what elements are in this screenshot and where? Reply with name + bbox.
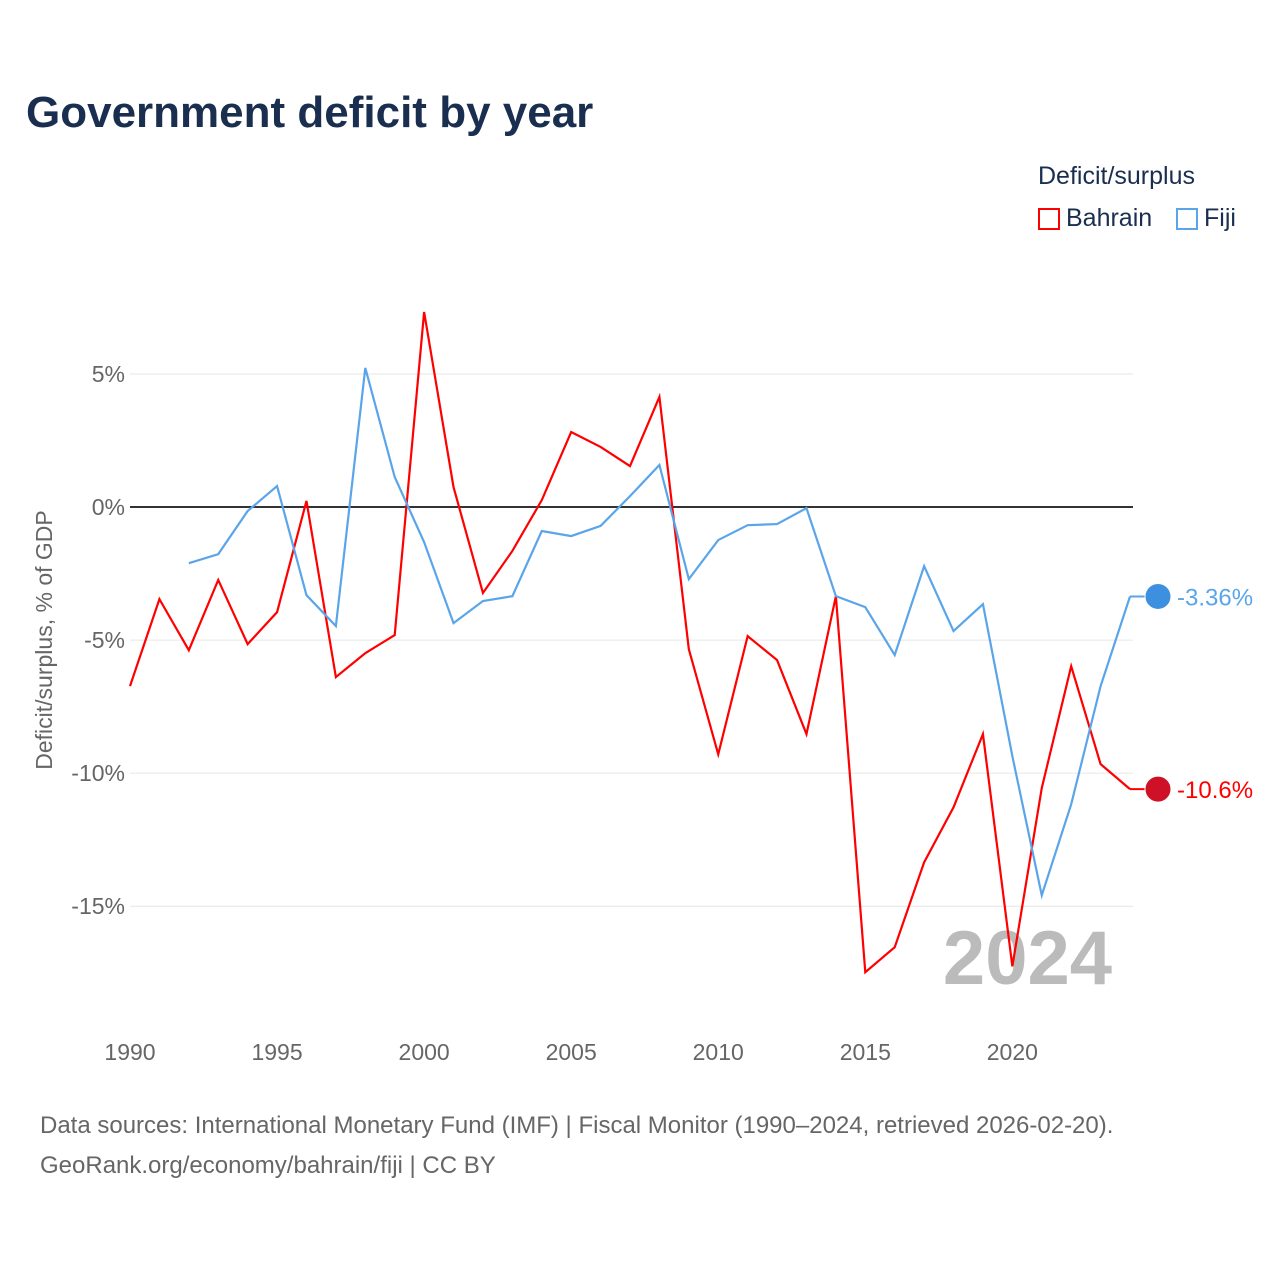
end-value-label: -10.6% [1177,777,1253,804]
series-line-fiji [188,367,1132,900]
y-tick-label: -10% [71,760,125,786]
x-tick-label: 1995 [251,1039,302,1065]
x-tick-label: 2005 [546,1039,597,1065]
legend-swatch [1176,207,1198,230]
legend-item-bahrain[interactable]: Bahrain [1038,204,1152,233]
x-tick-label: 2020 [987,1039,1038,1065]
y-tick-label: -5% [84,627,125,653]
legend-label: Bahrain [1066,204,1153,232]
end-value-label: -3.36% [1177,584,1253,611]
legend-title: Deficit/surplus [1038,162,1195,190]
x-tick-label: 2000 [399,1039,450,1065]
flag-icon-fiji [1144,582,1172,610]
x-tick-label: 1990 [104,1039,155,1065]
y-tick-label: 0% [92,494,125,520]
source-link[interactable]: GeoRank.org/economy/bahrain/fiji | CC BY [40,1152,496,1179]
legend-swatch [1038,207,1060,230]
flag-icon-bahrain [1144,775,1172,803]
legend-item-fiji[interactable]: Fiji [1176,204,1236,233]
y-tick-label: 5% [92,361,125,387]
source-note: Data sources: International Monetary Fun… [40,1106,1113,1186]
y-axis-label: Deficit/surplus, % of GDP [31,510,57,769]
chart-title: Government deficit by year [26,88,594,137]
legend-label: Fiji [1204,204,1236,232]
x-tick-label: 2015 [840,1039,891,1065]
x-tick-label: 2010 [693,1039,744,1065]
y-tick-label: -15% [71,893,125,919]
series-line-bahrain [128,311,1131,975]
source-line: Data sources: International Monetary Fun… [40,1112,1114,1139]
year-annotation: 2024 [943,916,1112,1001]
